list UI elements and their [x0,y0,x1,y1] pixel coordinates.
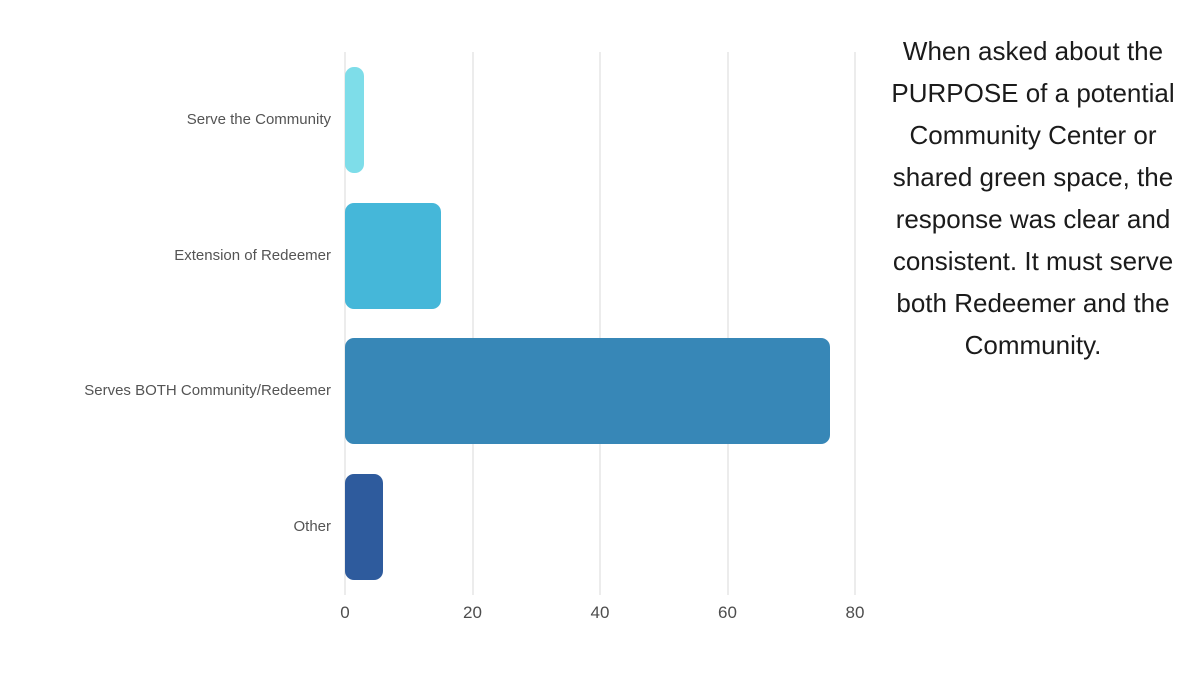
bar-track [345,188,855,324]
bar [345,66,365,173]
annotation-text: When asked about the PURPOSE of a potent… [891,36,1175,360]
bar [345,474,384,581]
x-tick-label: 0 [340,603,350,622]
category-label: Serve the Community [186,110,331,128]
x-tick-label: 60 [718,603,737,622]
x-tick-label: 40 [590,603,610,622]
chart-row: Other [0,459,855,595]
x-tick-label: 20 [463,603,482,622]
bar [345,338,830,445]
bar-track [345,324,855,460]
gridline [854,52,856,595]
category-label: Serves BOTH Community/Redeemer [84,382,331,400]
bar-chart: Serve the Community Extension of Redeemer… [0,52,864,627]
bar-track [345,459,855,595]
bar-track [345,52,855,188]
x-axis-ticks: 0 20 40 60 80 [340,603,864,627]
gridline [727,52,728,595]
gridline [472,52,473,595]
chart-row: Serve the Community [0,52,855,188]
gridline [344,52,346,595]
gridlines [344,52,856,595]
category-label: Other [293,518,331,536]
chart-row: Extension of Redeemer [0,188,855,324]
x-tick-label: 80 [845,603,865,622]
chart-rows: Serve the Community Extension of Redeemer… [0,52,855,595]
gridline [599,52,601,595]
bar [345,202,441,309]
chart-row: Serves BOTH Community/Redeemer [0,324,855,460]
category-label: Extension of Redeemer [174,246,331,264]
